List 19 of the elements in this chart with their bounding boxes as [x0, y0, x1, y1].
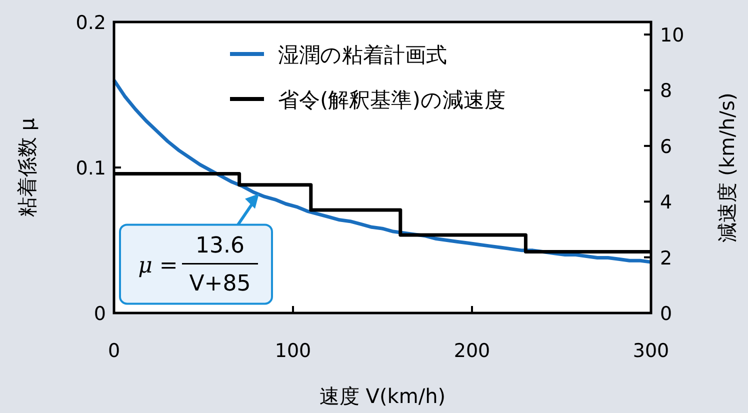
y2-tick-label: 0 [660, 303, 672, 325]
x-axis-title: 速度 V(km/h) [319, 384, 446, 408]
x-tick-label: 300 [632, 340, 670, 362]
y2-tick-label: 8 [660, 80, 672, 102]
x-tick-label: 200 [454, 340, 490, 362]
y2-axis-title: 減速度 (km/h/s) [715, 92, 739, 242]
x-tick-label: 0 [108, 340, 120, 362]
y-tick-label: 0 [94, 303, 106, 325]
y2-tick-label: 10 [660, 24, 684, 47]
y2-tick-label: 6 [660, 136, 672, 158]
y2-tick-label: 2 [660, 247, 672, 270]
legend-label: 省令(解釈基準)の減速度 [278, 88, 506, 112]
x-tick-label: 100 [274, 340, 312, 362]
y2-tick-label: 4 [660, 192, 672, 214]
y-tick-label: 0.2 [76, 12, 106, 34]
annotation: μ = 13.6 V+85 [138, 234, 251, 297]
y-tick-label: 0.1 [76, 158, 106, 180]
legend-label: 湿潤の粘着計画式 [278, 43, 447, 67]
y-axis-title: 粘着係数 μ [15, 118, 39, 218]
